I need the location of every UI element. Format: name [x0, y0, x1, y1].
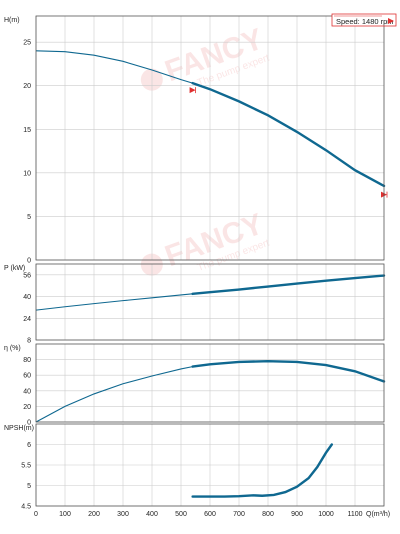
curve-duty-npsh: [191, 443, 333, 498]
speed-label: Speed: 1480 rpm: [336, 17, 394, 26]
y-tick-label: 25: [23, 40, 31, 47]
grid-layer: [35, 16, 384, 507]
y-tick-label: 6: [27, 442, 31, 449]
speed-marker-icon: [388, 18, 394, 24]
y-tick-label: 56: [23, 272, 31, 279]
speed-legend: Speed: 1480 rpm: [331, 13, 397, 27]
x-tick-label: 600: [204, 511, 216, 518]
y-tick-label: 20: [23, 404, 31, 411]
curves-layer: [35, 50, 388, 498]
y-tick-label: 60: [23, 373, 31, 380]
x-tick-label: 700: [233, 511, 245, 518]
x-tick-label: 800: [262, 511, 274, 518]
curve-duty-power: [191, 274, 386, 296]
duty-marker-icon: [189, 87, 196, 94]
y-tick-label: 0: [27, 420, 31, 427]
y-tick-label: 4.5: [21, 504, 31, 511]
curve-npsh: [192, 444, 333, 498]
y-tick-label: 15: [23, 127, 31, 134]
y-tick-label: 80: [23, 357, 31, 364]
x-tick-label: 500: [175, 511, 187, 518]
y-tick-label: 5: [27, 483, 31, 490]
x-tick-label: 1100: [347, 511, 362, 518]
x-tick-label: 900: [291, 511, 303, 518]
y-tick-label: 20: [23, 83, 31, 90]
curve-duty-head: [191, 81, 386, 188]
y-tick-label: 40: [23, 294, 31, 301]
y-tick-label: 8: [27, 338, 31, 345]
y-tick-label: 0: [27, 258, 31, 265]
x-tick-label: 200: [88, 511, 100, 518]
x-tick-label: 0: [34, 511, 38, 518]
panel-frame-power: [35, 263, 385, 341]
panel-frames: [35, 15, 385, 507]
y-tick-label: 24: [23, 316, 31, 323]
x-tick-label: 400: [146, 511, 158, 518]
curve-duty-efficiency: [191, 359, 386, 383]
panel-frame-head: [35, 15, 385, 261]
y-tick-label: 5: [27, 214, 31, 221]
y-tick-label: 10: [23, 170, 31, 177]
x-tick-label: 100: [59, 511, 71, 518]
x-tick-label: 1000: [318, 511, 334, 518]
panel-label-efficiency: η (%): [4, 345, 21, 352]
x-tick-label: 300: [117, 511, 129, 518]
panel-label-npsh: NPSH(m): [4, 425, 34, 432]
y-tick-label: 40: [23, 388, 31, 395]
panel-frame-npsh: [35, 423, 385, 507]
panel-label-head: H(m): [4, 17, 20, 24]
y-tick-label: 5.5: [21, 463, 31, 470]
x-axis-label: Q(m³/h): [366, 511, 390, 518]
panel-frame-efficiency: [35, 343, 385, 423]
panel-label-power: P (kW): [4, 265, 25, 272]
